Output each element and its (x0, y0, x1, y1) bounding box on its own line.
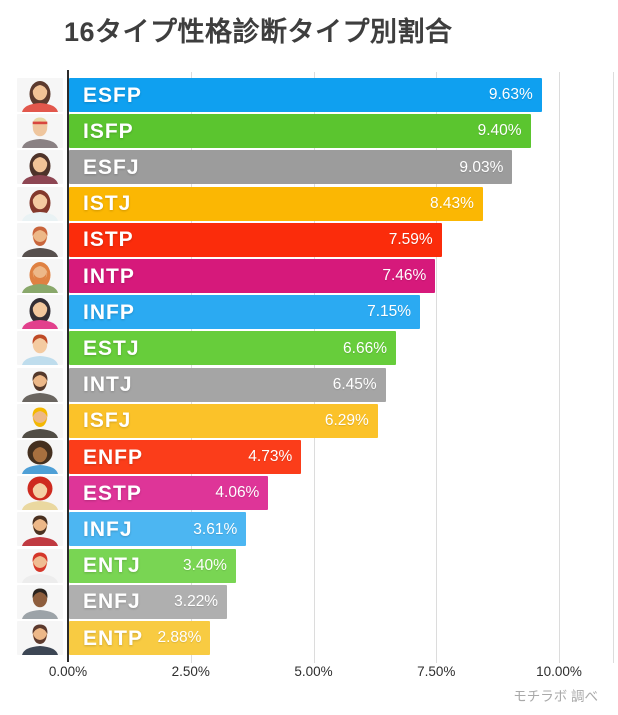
x-tick-label: 7.50% (417, 664, 456, 679)
bar-estj: ESTJ 6.66% (69, 331, 396, 366)
bar-row-intj: INTJ 6.45% (0, 367, 618, 402)
type-label: ESFJ (83, 155, 140, 179)
y-axis-line (67, 70, 69, 662)
value-label: 6.29% (324, 412, 369, 430)
isfj-avatar (17, 403, 63, 438)
type-label: ENTP (83, 626, 144, 650)
isfp-avatar (17, 114, 63, 149)
bar-row-istj: ISTJ 8.43% (0, 186, 618, 221)
entp-avatar (17, 621, 63, 655)
type-label: ISFP (83, 119, 134, 143)
enfj-avatar (17, 584, 63, 619)
bar-istj: ISTJ 8.43% (69, 186, 483, 221)
bar-intj: INTJ 6.45% (69, 367, 386, 402)
gridline-5 (313, 72, 315, 663)
bar-isfj: ISFJ 6.29% (69, 403, 378, 438)
bar-row-estj: ESTJ 6.66% (0, 331, 618, 366)
type-label: ENFP (83, 445, 144, 469)
value-label: 6.45% (332, 375, 377, 393)
esfp-avatar (17, 78, 63, 112)
gridline-7.5 (436, 72, 438, 663)
bar-enfj: ENFJ 3.22% (69, 584, 228, 619)
value-label: 3.22% (174, 593, 219, 611)
value-label: 8.43% (429, 194, 474, 212)
bar-row-enfp: ENFP 4.73% (0, 440, 618, 474)
bar-row-infj: INFJ 3.61% (0, 512, 618, 547)
intj-avatar (17, 367, 63, 402)
type-label: ESFP (83, 83, 142, 107)
type-label: INTP (83, 264, 135, 288)
type-label: ESTP (83, 481, 142, 505)
bar-row-esfj: ESFJ 9.03% (0, 150, 618, 185)
bar-infj: INFJ 3.61% (69, 512, 247, 547)
estj-avatar (17, 331, 63, 366)
bar-enfp: ENFP 4.73% (69, 440, 302, 474)
bar-infp: INFP 7.15% (69, 295, 421, 330)
bar-row-enfj: ENFJ 3.22% (0, 584, 618, 619)
value-label: 3.40% (182, 556, 227, 574)
value-label: 4.73% (248, 448, 293, 466)
type-label: ENFJ (83, 590, 141, 614)
type-label: INFP (83, 300, 135, 324)
istp-avatar (17, 222, 63, 257)
type-label: INFJ (83, 517, 133, 541)
estp-avatar (17, 476, 63, 511)
bar-row-entj: ENTJ 3.40% (0, 548, 618, 583)
bar-row-isfp: ISFP 9.40% (0, 114, 618, 149)
value-label: 9.63% (488, 86, 533, 104)
plot-area (68, 72, 614, 663)
value-label: 7.46% (382, 267, 427, 285)
infp-avatar (17, 295, 63, 330)
enfp-avatar (17, 440, 63, 474)
x-tick-label: 0.00% (48, 664, 88, 679)
bar-intp: INTP 7.46% (69, 259, 436, 293)
type-label: ISFJ (83, 409, 132, 433)
bar-row-estp: ESTP 4.06% (0, 476, 618, 511)
bar-entp: ENTP 2.88% (69, 621, 211, 655)
type-label: ESTJ (83, 336, 140, 360)
bar-estp: ESTP 4.06% (69, 476, 269, 511)
chart-title: 16タイプ性格診断タイプ別割合 (64, 17, 453, 47)
intp-avatar (17, 259, 63, 293)
bar-row-entp: ENTP 2.88% (0, 621, 618, 655)
value-label: 3.61% (193, 520, 238, 538)
x-tick-label: 2.50% (171, 664, 210, 679)
value-label: 7.15% (367, 303, 412, 321)
value-label: 6.66% (343, 339, 387, 357)
value-label: 9.40% (477, 122, 522, 140)
bar-entj: ENTJ 3.40% (69, 548, 236, 583)
x-tick-label: 10.00% (536, 664, 582, 679)
bar-row-istp: ISTP 7.59% (0, 222, 618, 257)
bar-row-esfp: ESFP 9.63% (0, 78, 618, 112)
bar-row-infp: INFP 7.15% (0, 295, 618, 330)
value-label: 7.59% (388, 231, 433, 249)
bar-row-intp: INTP 7.46% (0, 259, 618, 293)
bar-esfj: ESFJ 9.03% (69, 150, 513, 185)
istj-avatar (17, 186, 63, 221)
plot-right-border (613, 72, 614, 663)
value-label: 2.88% (157, 629, 202, 647)
entj-avatar (17, 548, 63, 583)
bar-istp: ISTP 7.59% (69, 222, 442, 257)
type-label: ENTJ (83, 554, 141, 578)
source-note: モチラボ 調べ (513, 689, 598, 704)
esfj-avatar (17, 150, 63, 185)
bar-esfp: ESFP 9.63% (69, 78, 542, 112)
infj-avatar (17, 512, 63, 547)
gridline-2.5 (190, 72, 192, 663)
value-label: 4.06% (215, 484, 260, 502)
type-label: INTJ (83, 373, 133, 397)
x-tick-label: 5.00% (294, 664, 333, 679)
value-label: 9.03% (459, 158, 504, 176)
bar-isfp: ISFP 9.40% (69, 114, 531, 149)
bar-row-isfj: ISFJ 6.29% (0, 403, 618, 438)
type-label: ISTJ (83, 192, 132, 216)
type-label: ISTP (83, 228, 134, 252)
gridline-10 (559, 72, 560, 663)
